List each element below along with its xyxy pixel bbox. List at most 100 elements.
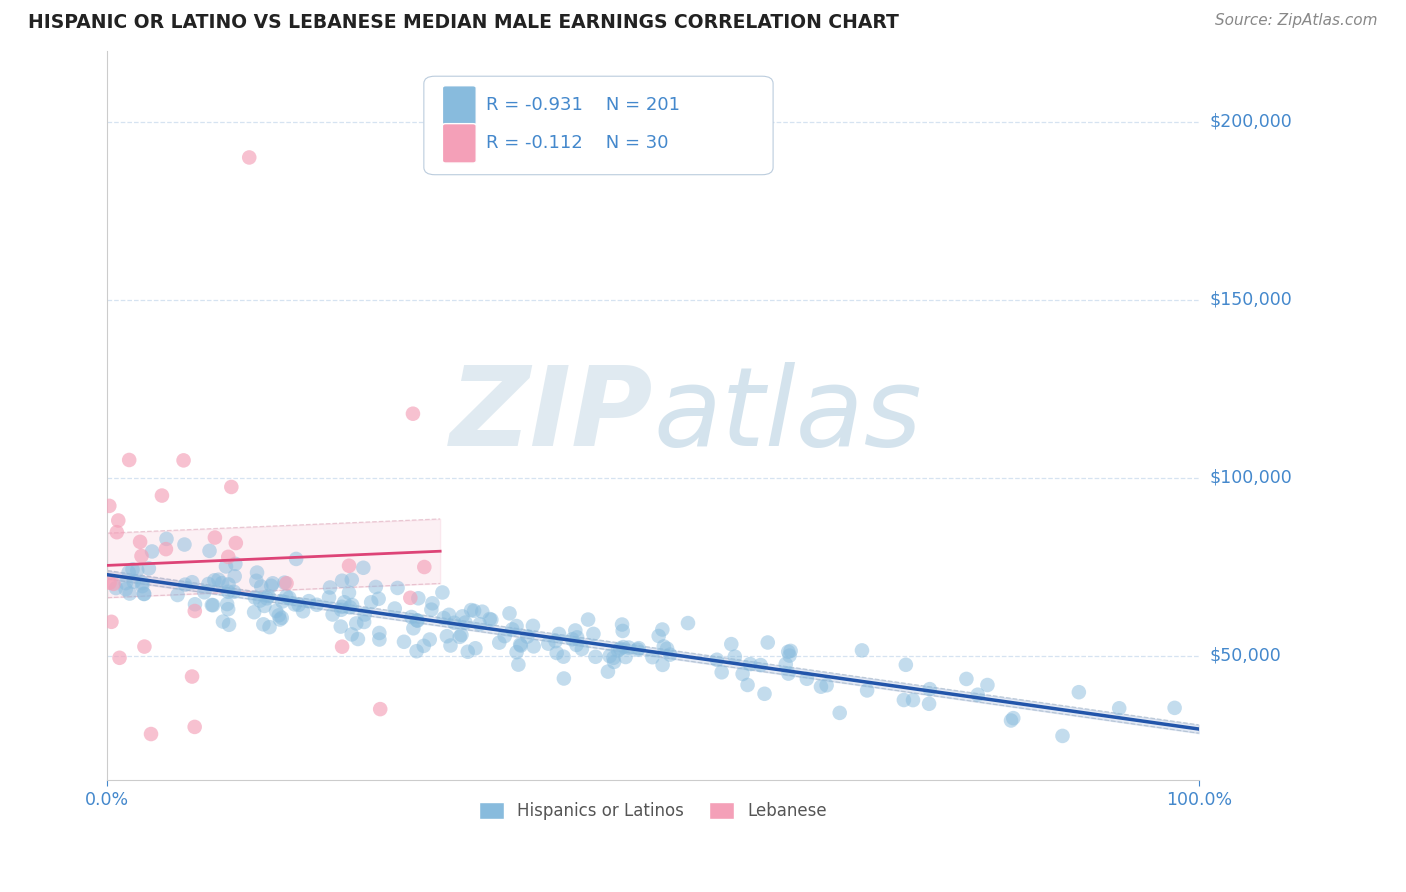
Point [173, 537, 195, 551]
Point [131, 579, 153, 593]
Point [402, 407, 425, 421]
Point [754, 687, 776, 701]
Point [173, 453, 195, 467]
Point [737, 678, 759, 692]
Point [193, 585, 215, 599]
Point [118, 586, 141, 600]
Point [100, 615, 122, 629]
Point [138, 561, 160, 575]
Point [468, 617, 491, 632]
Point [318, 591, 340, 605]
Point [432, 585, 454, 599]
Point [976, 678, 998, 692]
Point [463, 604, 485, 618]
Point [364, 580, 387, 594]
Point [505, 645, 527, 659]
Point [367, 591, 389, 606]
Point [676, 616, 699, 631]
Point [260, 579, 283, 593]
Point [217, 584, 239, 599]
Point [1108, 701, 1130, 715]
Point [894, 657, 917, 672]
Point [778, 645, 800, 659]
Point [537, 637, 560, 651]
Point [419, 632, 441, 647]
Point [408, 591, 430, 606]
Point [319, 581, 342, 595]
Point [184, 597, 207, 611]
Point [108, 650, 131, 665]
Point [706, 653, 728, 667]
Point [405, 644, 427, 658]
Point [204, 531, 226, 545]
Point [212, 615, 235, 629]
Point [450, 628, 472, 642]
Point [505, 619, 527, 633]
Point [740, 657, 762, 671]
Point [98, 499, 121, 513]
Point [305, 598, 328, 612]
Point [256, 591, 278, 606]
Point [333, 595, 356, 609]
Point [1163, 701, 1185, 715]
Point [610, 617, 633, 632]
Point [815, 678, 838, 692]
Point [155, 542, 177, 557]
Point [437, 607, 460, 622]
Point [606, 643, 628, 657]
Point [131, 549, 153, 563]
Text: ZIP: ZIP [450, 362, 652, 469]
Point [509, 639, 531, 653]
Point [107, 514, 129, 528]
Point [339, 600, 361, 615]
Point [508, 657, 530, 672]
Point [181, 575, 204, 590]
Point [262, 576, 284, 591]
Point [360, 595, 382, 609]
Point [626, 642, 648, 657]
Point [659, 648, 682, 662]
Point [207, 573, 229, 587]
Text: Source: ZipAtlas.com: Source: ZipAtlas.com [1215, 13, 1378, 29]
Point [433, 611, 456, 625]
Point [464, 641, 486, 656]
Point [918, 682, 941, 697]
Point [243, 591, 266, 605]
Point [387, 581, 409, 595]
Text: atlas: atlas [652, 362, 922, 469]
Point [181, 669, 204, 683]
Point [134, 587, 156, 601]
Point [443, 615, 465, 630]
Point [285, 552, 308, 566]
Point [454, 615, 477, 630]
Text: $50,000: $50,000 [1209, 647, 1282, 665]
FancyBboxPatch shape [443, 86, 477, 125]
Point [114, 582, 136, 597]
Point [276, 590, 298, 604]
Point [603, 655, 626, 669]
Legend: Hispanics or Latinos, Lebanese: Hispanics or Latinos, Lebanese [472, 795, 834, 827]
Point [264, 604, 287, 618]
Point [828, 706, 851, 720]
Point [122, 574, 145, 589]
Point [217, 597, 239, 611]
Point [546, 646, 568, 660]
Point [488, 635, 510, 649]
Point [118, 453, 141, 467]
Point [617, 640, 640, 655]
Point [565, 631, 588, 645]
Point [259, 620, 281, 634]
Point [384, 601, 406, 615]
Point [796, 672, 818, 686]
Point [353, 615, 375, 629]
Point [330, 599, 353, 614]
Point [267, 608, 290, 623]
Point [249, 593, 271, 607]
Point [344, 616, 367, 631]
Point [129, 534, 152, 549]
Point [420, 602, 443, 616]
Point [218, 617, 240, 632]
Point [509, 638, 531, 652]
Point [655, 641, 678, 656]
Point [778, 666, 800, 681]
